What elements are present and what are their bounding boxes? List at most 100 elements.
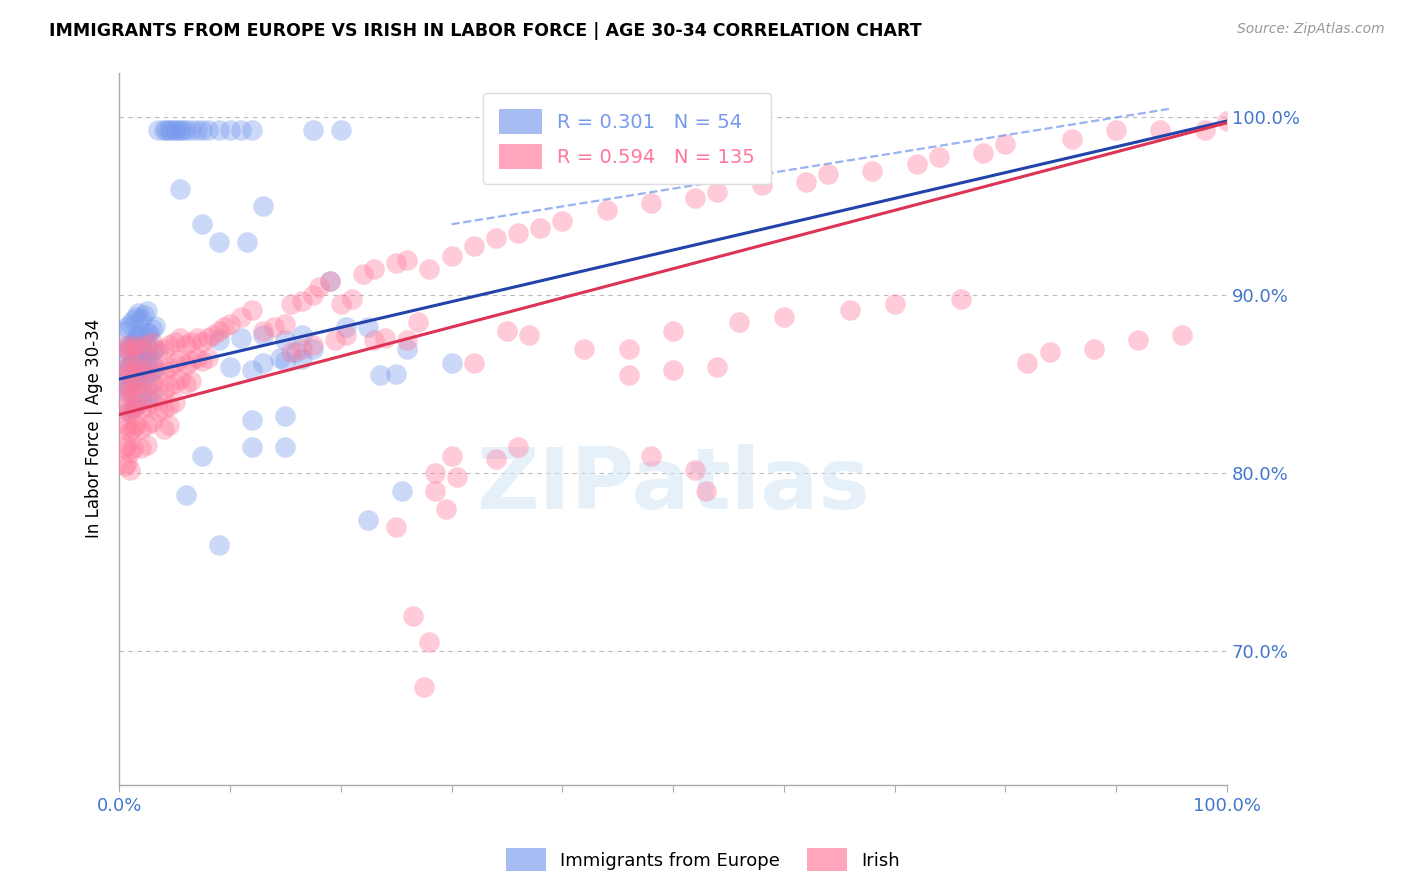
Point: [291, 352, 314, 367]
Point: [157, 399, 180, 413]
Point: [1017, 356, 1039, 370]
Point: [146, 365, 169, 379]
Point: [396, 333, 419, 347]
Point: [860, 164, 883, 178]
Point: [357, 320, 380, 334]
Point: [125, 370, 148, 384]
Point: [208, 537, 231, 551]
Point: [141, 376, 163, 390]
Point: [229, 331, 252, 345]
Point: [240, 302, 263, 317]
Point: [152, 342, 174, 356]
Point: [640, 449, 662, 463]
Point: [240, 413, 263, 427]
Point: [191, 334, 214, 349]
Point: [121, 363, 143, 377]
Point: [229, 123, 252, 137]
Point: [794, 175, 817, 189]
Point: [131, 442, 153, 456]
Point: [121, 374, 143, 388]
Point: [402, 608, 425, 623]
Point: [125, 331, 148, 345]
Point: [318, 274, 340, 288]
Text: IMMIGRANTS FROM EUROPE VS IRISH IN LABOR FORCE | AGE 30-34 CORRELATION CHART: IMMIGRANTS FROM EUROPE VS IRISH IN LABOR…: [49, 22, 922, 40]
Point: [120, 463, 142, 477]
Point: [120, 358, 142, 372]
Y-axis label: In Labor Force | Age 30-34: In Labor Force | Age 30-34: [86, 319, 103, 539]
Point: [728, 315, 751, 329]
Point: [839, 302, 862, 317]
Point: [114, 365, 136, 379]
Point: [152, 363, 174, 377]
Point: [385, 367, 408, 381]
Point: [163, 334, 186, 349]
Point: [138, 349, 160, 363]
Point: [662, 363, 685, 377]
Point: [114, 324, 136, 338]
Point: [595, 202, 617, 217]
Point: [208, 235, 231, 249]
Point: [141, 356, 163, 370]
Point: [252, 324, 274, 338]
Point: [121, 334, 143, 349]
Point: [131, 311, 153, 326]
Point: [180, 374, 202, 388]
Point: [423, 467, 446, 481]
Point: [115, 320, 138, 334]
Point: [152, 422, 174, 436]
Point: [163, 376, 186, 390]
Point: [138, 326, 160, 340]
Point: [269, 351, 291, 365]
Point: [169, 352, 191, 367]
Point: [191, 354, 214, 368]
Point: [240, 440, 263, 454]
Point: [114, 345, 136, 359]
Point: [141, 386, 163, 401]
Text: ZIPatlas: ZIPatlas: [477, 444, 870, 527]
Point: [125, 310, 148, 324]
Point: [396, 342, 419, 356]
Point: [883, 297, 905, 311]
Point: [352, 267, 374, 281]
Point: [169, 123, 191, 137]
Point: [617, 342, 640, 356]
Point: [121, 442, 143, 456]
Point: [186, 331, 208, 345]
Point: [683, 190, 706, 204]
Point: [120, 386, 142, 401]
Point: [114, 342, 136, 356]
Point: [219, 123, 242, 137]
Point: [114, 422, 136, 436]
Point: [208, 324, 231, 338]
Point: [219, 317, 242, 331]
Point: [125, 418, 148, 433]
Point: [115, 338, 138, 352]
Point: [180, 354, 202, 368]
Point: [229, 310, 252, 324]
Point: [127, 306, 149, 320]
Point: [115, 438, 138, 452]
Point: [928, 150, 950, 164]
Point: [125, 359, 148, 374]
Point: [368, 368, 391, 383]
Point: [972, 146, 994, 161]
Point: [506, 440, 529, 454]
Point: [197, 123, 219, 137]
Point: [146, 384, 169, 399]
Point: [131, 342, 153, 356]
Point: [374, 331, 396, 345]
Point: [152, 402, 174, 417]
Point: [197, 331, 219, 345]
Point: [1105, 123, 1128, 137]
Point: [152, 383, 174, 397]
Point: [617, 368, 640, 383]
Point: [121, 342, 143, 356]
Point: [141, 395, 163, 409]
Point: [136, 418, 159, 433]
Point: [169, 331, 191, 345]
Point: [274, 317, 297, 331]
Point: [574, 342, 596, 356]
Point: [391, 484, 413, 499]
Point: [174, 377, 197, 392]
Point: [115, 399, 138, 413]
